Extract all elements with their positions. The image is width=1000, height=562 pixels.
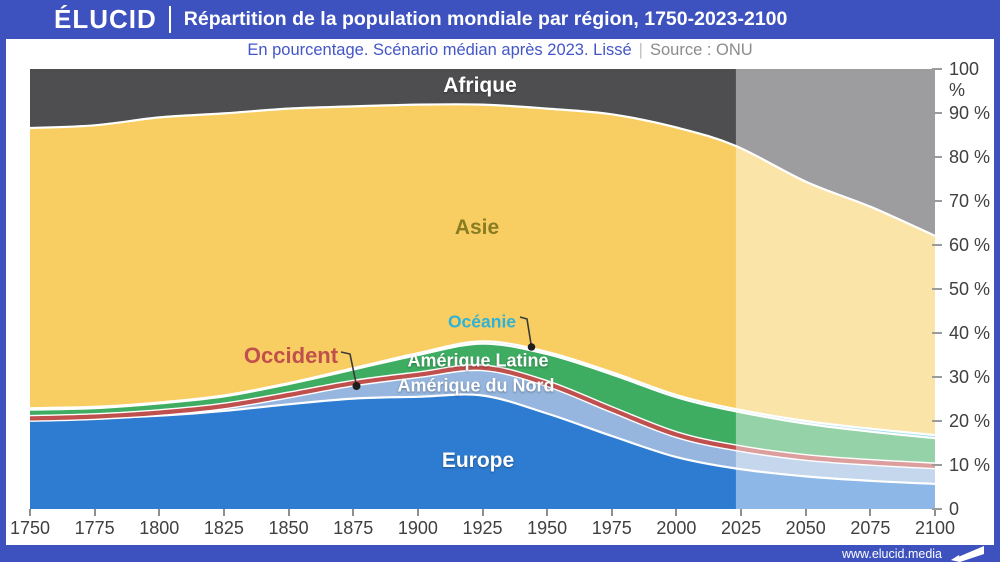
y-tick-label-50: 50 % <box>949 279 991 299</box>
elucid-logo: ÉLUCID <box>54 4 157 34</box>
source-text: Source : ONU <box>649 41 753 59</box>
label-europe: Europe <box>441 449 515 472</box>
x-tick-1800 <box>158 509 161 516</box>
y-tick-label-70: 70 % <box>949 191 991 211</box>
y-tick-label-80: 80 % <box>949 147 991 167</box>
y-tick-label-100: 100 % <box>949 59 980 100</box>
label-asie: Asie <box>454 216 500 239</box>
x-tick-label-2000: 2000 <box>656 518 697 538</box>
x-tick-2000 <box>675 509 678 516</box>
y-tick-label-40: 40 % <box>949 323 991 343</box>
area-0 <box>30 394 935 509</box>
x-tick-1775 <box>93 509 96 516</box>
x-tick-1925 <box>481 509 484 516</box>
x-tick-label-1775: 1775 <box>74 518 115 538</box>
x-tick-1950 <box>546 509 549 516</box>
projection-overlay <box>735 69 935 509</box>
y-tick-label-10: 10 % <box>949 455 991 475</box>
label-occident: Occident <box>243 343 339 368</box>
y-tick-label-20: 20 % <box>949 411 991 431</box>
subtitle-pipe: | <box>638 41 643 59</box>
label-amerique-latine: Amérique Latine <box>407 350 549 371</box>
right-border <box>994 0 1000 562</box>
subtitle-text: En pourcentage. Scénario médian après 20… <box>247 41 632 59</box>
x-tick-label-1975: 1975 <box>591 518 632 538</box>
x-tick-label-1750: 1750 <box>9 518 51 538</box>
x-tick-label-1925: 1925 <box>462 518 503 538</box>
x-tick-label-1850: 1850 <box>268 518 309 538</box>
x-tick-label-1800: 1800 <box>139 518 180 538</box>
x-tick-label-1825: 1825 <box>203 518 244 538</box>
x-tick-1975 <box>610 509 613 516</box>
y-tick-label-60: 60 % <box>949 235 991 255</box>
x-tick-label-2075: 2075 <box>850 518 891 538</box>
x-tick-2050 <box>804 509 807 516</box>
label-oceanie: Océanie <box>447 311 517 332</box>
boundary-line-3 <box>30 340 935 437</box>
x-tick-label-1950: 1950 <box>527 518 568 538</box>
x-tick-2075 <box>869 509 872 516</box>
header-separator <box>168 6 171 33</box>
page-title: Répartition de la population mondiale pa… <box>183 8 788 30</box>
y-tick-label-90: 90 % <box>949 103 991 123</box>
footer-url[interactable]: www.elucid.media <box>841 546 942 561</box>
x-tick-1750 <box>29 509 31 516</box>
x-tick-1850 <box>287 509 290 516</box>
x-tick-label-1900: 1900 <box>397 518 438 538</box>
x-tick-label-2025: 2025 <box>721 518 762 538</box>
x-tick-label-1875: 1875 <box>333 518 374 538</box>
left-border <box>0 0 6 562</box>
header-bar: ÉLUCID Répartition de la population mond… <box>0 0 1000 39</box>
occident-line <box>30 365 935 468</box>
plot-area <box>30 69 935 509</box>
boundary-line-4 <box>30 103 935 237</box>
x-tick-1900 <box>416 509 419 516</box>
chart-subtitle: En pourcentage. Scénario médian après 20… <box>6 39 994 63</box>
y-tick-label-0: 0 <box>949 499 960 519</box>
x-tick-2100 <box>934 509 936 516</box>
footer-bar: www.elucid.media <box>0 545 1000 562</box>
label-amerique-du-nord: Amérique du Nord <box>397 375 555 396</box>
x-tick-2025 <box>740 509 743 516</box>
x-tick-label-2100: 2100 <box>914 518 956 538</box>
x-tick-1825 <box>222 509 225 516</box>
y-tick-label-30: 30 % <box>949 367 991 387</box>
x-tick-1875 <box>352 509 355 516</box>
elucid-flag-icon <box>951 545 984 562</box>
stacked-area-chart <box>30 69 935 509</box>
label-afrique: Afrique <box>443 74 517 97</box>
x-tick-label-2050: 2050 <box>785 518 826 538</box>
